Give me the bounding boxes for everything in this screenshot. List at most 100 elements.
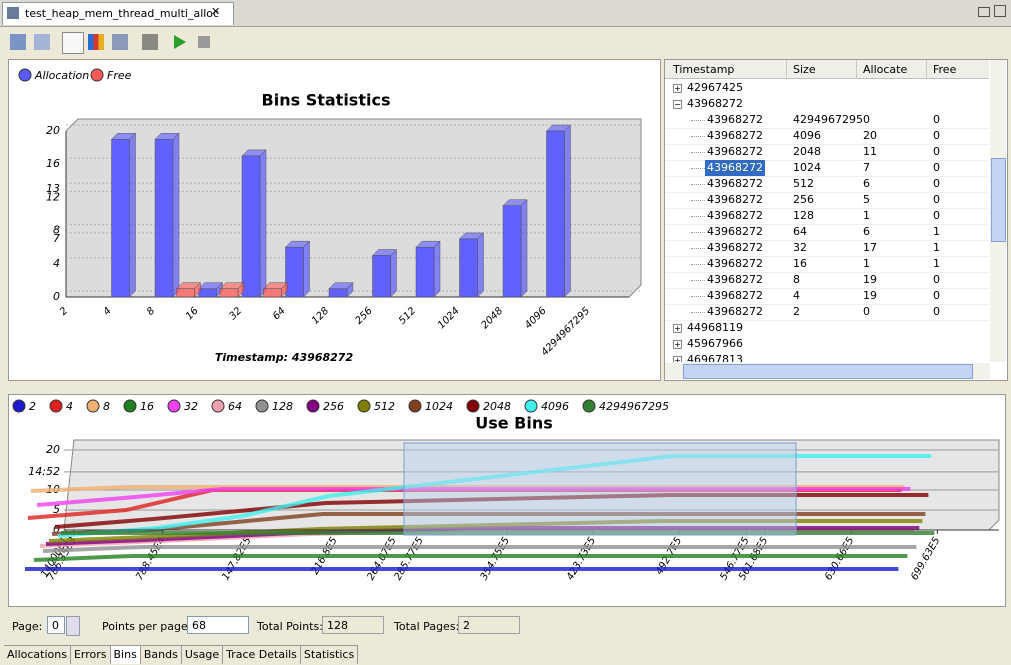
points-per-page-input[interactable]: 68	[187, 616, 249, 634]
tool-button[interactable]	[34, 34, 50, 50]
tool-button[interactable]	[10, 34, 26, 50]
bottom-tab[interactable]: Errors	[71, 646, 111, 664]
cell: 11	[863, 144, 877, 160]
tree-line	[691, 216, 705, 217]
bottom-tab[interactable]: Trace Details	[223, 646, 301, 664]
cell: 0	[933, 160, 940, 176]
close-button[interactable]: ✕	[211, 5, 220, 18]
x-tick-label: 630.66E5	[823, 536, 856, 583]
y-tick-label: 0	[53, 290, 60, 303]
minimize[interactable]	[978, 7, 990, 17]
page-input[interactable]: 0	[47, 616, 65, 634]
tab-strip: test_heap_mem_thread_multi_alloc ✕	[0, 0, 1011, 27]
legend-swatch	[467, 400, 479, 412]
x-tick-label: 147.82E5	[220, 536, 253, 583]
editor-tab[interactable]: test_heap_mem_thread_multi_alloc ✕	[2, 2, 234, 25]
column-header[interactable]: Timestamp	[673, 63, 734, 76]
pager: Page: 0 Points per page: 68 Total Points…	[0, 613, 1011, 639]
bottom-tab[interactable]: Usage	[182, 646, 223, 664]
child-row[interactable]: 439682722048110	[665, 144, 989, 161]
stop-button[interactable]	[198, 36, 210, 48]
x-tick-label: 256	[353, 305, 374, 326]
expander[interactable]: −	[673, 100, 682, 109]
legend-label: 1024	[425, 400, 453, 413]
x-tick-label: 32	[227, 305, 244, 322]
column-header[interactable]: Size	[793, 63, 816, 76]
scroll-thumb[interactable]	[683, 364, 973, 379]
cell: 43968272	[707, 224, 763, 240]
bar-side	[304, 241, 310, 297]
run-button[interactable]	[174, 35, 186, 49]
tree-row[interactable]: −43968272	[665, 96, 989, 112]
child-row[interactable]: 439682721611	[665, 256, 989, 273]
tool-button[interactable]	[142, 34, 158, 50]
expander[interactable]: +	[673, 324, 682, 333]
page-label: Page:	[12, 620, 42, 633]
bar	[329, 289, 347, 297]
tab-title: test_heap_mem_thread_multi_alloc	[25, 7, 219, 20]
selection-band[interactable]	[404, 443, 796, 535]
bottom-tab[interactable]: Statistics	[301, 646, 358, 664]
child-row[interactable]: 439682728190	[665, 272, 989, 289]
x-tick-label: 699.63E5	[909, 536, 942, 583]
bottom-tab[interactable]: Allocations	[4, 646, 71, 664]
tool-button[interactable]	[62, 32, 84, 54]
tree-row[interactable]: +42967425	[665, 80, 989, 96]
child-row[interactable]: 43968272102470	[665, 160, 989, 177]
child-row[interactable]: 4396827212810	[665, 208, 989, 225]
scroll-thumb[interactable]	[991, 158, 1006, 242]
child-row[interactable]: 439682724096200	[665, 128, 989, 145]
v-scrollbar[interactable]	[990, 60, 1006, 362]
expander[interactable]: +	[673, 340, 682, 349]
child-row[interactable]: 439682724190	[665, 288, 989, 305]
page-spinner[interactable]	[66, 616, 80, 636]
tree-row[interactable]: +45967966	[665, 336, 989, 352]
bar	[373, 256, 391, 298]
bar-side	[521, 200, 527, 297]
bar	[242, 156, 260, 297]
tool-button[interactable]	[112, 34, 128, 50]
column-header[interactable]: Free	[933, 63, 956, 76]
tree-row[interactable]: +46967813	[665, 352, 989, 362]
bar-side	[565, 125, 571, 297]
expander[interactable]: +	[673, 356, 682, 362]
x-tick-label: 4096	[523, 305, 549, 331]
cell: 0	[933, 288, 940, 304]
maximize[interactable]	[994, 5, 1006, 17]
column-header[interactable]: Allocate	[863, 63, 907, 76]
cell: 1	[933, 240, 940, 256]
cell: 16	[793, 256, 807, 272]
use-bins-chart: Use Bins24816326412825651210242048409642…	[8, 394, 1006, 607]
tree-line	[691, 280, 705, 281]
legend-label: 32	[184, 400, 198, 413]
tree-row[interactable]: +44968119	[665, 320, 989, 336]
cell: 512	[793, 176, 814, 192]
child-row[interactable]: 43968272200	[665, 304, 989, 321]
legend-swatch	[256, 400, 268, 412]
cell: 19	[863, 272, 877, 288]
tool-button[interactable]	[88, 34, 104, 50]
legend-label: 16	[140, 400, 154, 413]
cell: 17	[863, 240, 877, 256]
cell: 43968272	[707, 256, 763, 272]
expander[interactable]: +	[673, 84, 682, 93]
bottom-tab[interactable]: Bands	[141, 646, 182, 664]
legend-swatch	[212, 400, 224, 412]
cell: 5	[863, 192, 870, 208]
bottom-tab[interactable]: Bins	[111, 646, 141, 664]
child-row[interactable]: 4396827225650	[665, 192, 989, 209]
cell: 1024	[793, 160, 821, 176]
child-row[interactable]: 43968272429496729500	[665, 112, 989, 129]
child-row[interactable]: 4396827232171	[665, 240, 989, 257]
bar	[177, 289, 195, 297]
legend-label: 512	[374, 400, 395, 413]
toolbar	[8, 32, 218, 54]
cell: 43968272	[707, 288, 763, 304]
legend-swatch	[50, 400, 62, 412]
cell: 1	[933, 256, 940, 272]
legend-swatch	[409, 400, 421, 412]
x-tick-label: 128	[310, 305, 331, 326]
h-scrollbar[interactable]	[665, 363, 990, 379]
child-row[interactable]: 4396827251260	[665, 176, 989, 193]
child-row[interactable]: 439682726461	[665, 224, 989, 241]
